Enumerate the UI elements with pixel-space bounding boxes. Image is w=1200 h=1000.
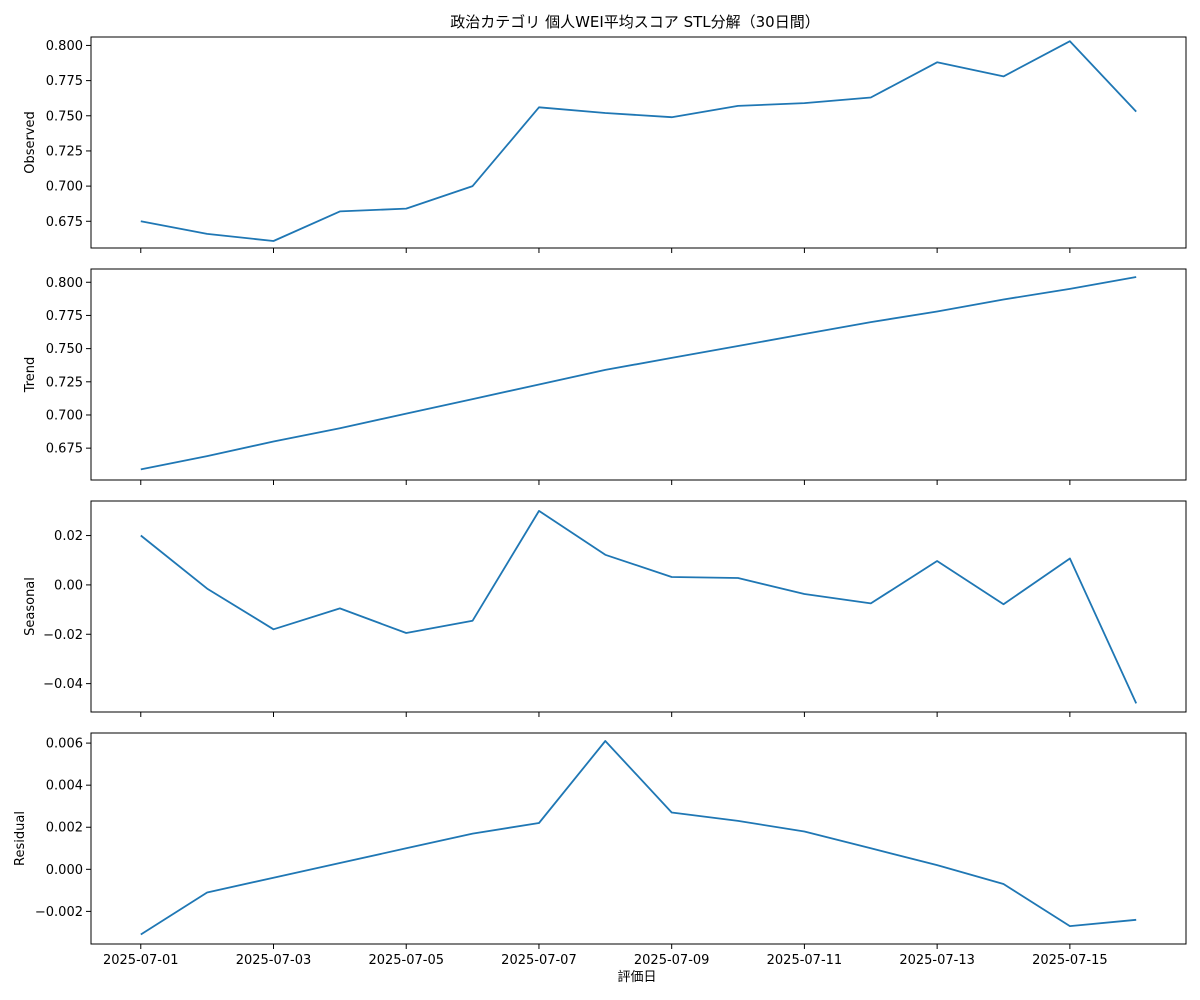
y-tick-label: 0.700 (46, 408, 83, 423)
panel-observed: 0.675 0.700 0.725 0.750 0.775 0.800 Observed (23, 36, 1187, 253)
x-tick-label: 2025-07-09 (634, 953, 710, 968)
y-axis-label: Trend (23, 357, 38, 394)
y-tick-label: 0.675 (46, 442, 83, 457)
y-axis-label: Seasonal (23, 577, 38, 636)
x-tick-label: 2025-07-11 (767, 953, 843, 968)
x-tick-label: 2025-07-05 (368, 953, 444, 968)
panel-seasonal: −0.04 −0.02 0.00 0.02 Seasonal (23, 500, 1187, 717)
series-line-residual (140, 740, 1137, 936)
y-tick-label: 0.675 (46, 215, 83, 230)
panels-group: 0.6750.7000.7250.7500.7750.800Observed0.… (13, 36, 1187, 968)
x-tick-label: 2025-07-01 (103, 953, 179, 968)
panel-frame (90, 36, 1187, 249)
y-axis-label: Residual (13, 811, 28, 866)
x-axis-label: 評価日 (617, 970, 656, 985)
y-tick-label: 0.700 (46, 180, 83, 195)
y-tick-label: 0.750 (46, 109, 83, 124)
y-tick-label: 0.775 (46, 309, 83, 324)
panel-frame (90, 732, 1187, 945)
y-axis-label: Observed (23, 111, 38, 174)
x-tick-label: 2025-07-13 (899, 953, 975, 968)
panel-residual: −0.002 0.000 0.002 0.004 0.006 2025-07-01 2025… (13, 732, 1187, 968)
series-line-observed (140, 40, 1137, 242)
panel-frame (90, 268, 1187, 481)
series-line-trend (140, 276, 1137, 471)
y-tick-label: 0.725 (46, 144, 83, 159)
y-tick-label: 0.004 (46, 779, 83, 794)
chart-title: 政治カテゴリ 個人WEI平均スコア STL分解（30日間） (450, 13, 819, 31)
panel-trend: 0.675 0.700 0.725 0.750 0.775 0.800 Trend (23, 268, 1187, 485)
series-line-seasonal (140, 509, 1138, 704)
y-tick-label: 0.775 (46, 74, 83, 89)
y-tick-label: 0.00 (54, 578, 83, 593)
y-tick-label: −0.04 (43, 677, 83, 692)
x-tick-label: 2025-07-03 (236, 953, 312, 968)
y-tick-label: 0.006 (46, 737, 83, 752)
y-tick-label: 0.002 (46, 821, 83, 836)
y-tick-label: 0.000 (46, 863, 83, 878)
x-tick-label: 2025-07-15 (1032, 953, 1108, 968)
y-tick-label: −0.002 (35, 905, 83, 920)
y-tick-label: 0.750 (46, 342, 83, 357)
y-tick-label: 0.800 (46, 276, 83, 291)
panel-frame (90, 500, 1187, 713)
y-tick-label: 0.02 (54, 529, 83, 544)
x-tick-label: 2025-07-07 (501, 953, 577, 968)
y-tick-label: −0.02 (43, 628, 83, 643)
y-tick-label: 0.725 (46, 375, 83, 390)
y-tick-label: 0.800 (46, 39, 83, 54)
